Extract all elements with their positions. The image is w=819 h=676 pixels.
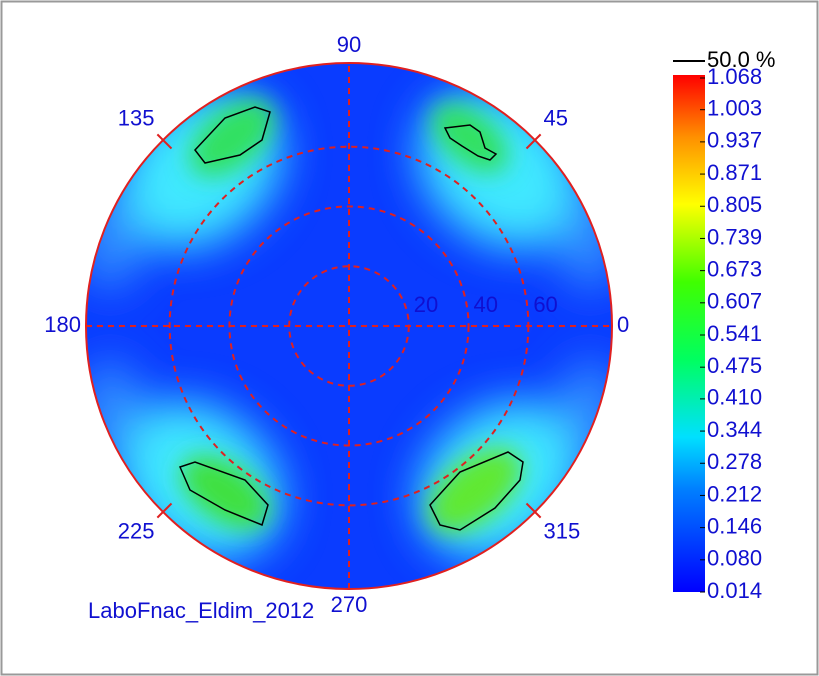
contour-label: 50.0 %: [707, 47, 776, 72]
grid-ring: [288, 265, 410, 387]
r-tick-label: 60: [533, 292, 557, 317]
colorbar-label: 0.739: [707, 224, 762, 249]
colorbar-label: 1.068: [707, 64, 762, 89]
angle-label: 45: [543, 105, 567, 130]
colorbar-label: 0.541: [707, 321, 762, 346]
contours: [178, 106, 524, 531]
r-tick-label: 20: [414, 292, 438, 317]
colorbar-label: 0.212: [707, 481, 762, 506]
colorbar-label: 0.607: [707, 289, 762, 314]
colorbar-label: 0.080: [707, 546, 762, 571]
angle-label: 315: [543, 518, 580, 543]
colorbar-label: 0.014: [707, 578, 762, 603]
footer: LaboFnac_Eldim_2012: [88, 598, 314, 623]
r-tick-label: 40: [474, 292, 498, 317]
colorbar-label: 1.003: [707, 96, 762, 121]
angle-label: 225: [118, 518, 155, 543]
colorbar-label: 0.937: [707, 128, 762, 153]
angle-tick: [156, 502, 173, 519]
colorbar-label: 0.475: [707, 353, 762, 378]
colorbar: [673, 75, 705, 592]
angle-label: 180: [44, 312, 81, 337]
grid-ring: [228, 205, 470, 447]
colorbar-label: 0.344: [707, 417, 762, 442]
angle-label: 90: [337, 32, 361, 57]
colorbar-label: 0.871: [707, 160, 762, 185]
angle-label: 270: [331, 592, 368, 617]
angle-tick: [156, 133, 173, 150]
colorbar-label: 0.410: [707, 385, 762, 410]
angle-label: 0: [617, 312, 629, 337]
grid-ring: [168, 145, 530, 507]
colorbar-label: 0.278: [707, 449, 762, 474]
colorbar-label: 0.805: [707, 192, 762, 217]
colorbar-label: 0.146: [707, 513, 762, 538]
angle-tick: [525, 502, 542, 519]
angle-tick: [525, 133, 542, 150]
angle-label: 135: [118, 105, 155, 130]
colorbar-label: 0.673: [707, 256, 762, 281]
